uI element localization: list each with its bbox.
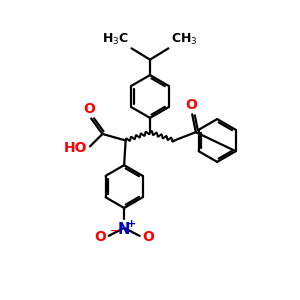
- Text: −: −: [109, 226, 119, 236]
- Text: O: O: [94, 230, 106, 244]
- Text: N: N: [118, 222, 130, 237]
- Text: O: O: [84, 102, 96, 116]
- Text: +: +: [127, 219, 136, 229]
- Text: HO: HO: [64, 141, 87, 155]
- Text: O: O: [185, 98, 197, 112]
- Text: O: O: [142, 230, 154, 244]
- Text: CH$_3$: CH$_3$: [171, 32, 197, 47]
- Text: H$_3$C: H$_3$C: [102, 32, 129, 47]
